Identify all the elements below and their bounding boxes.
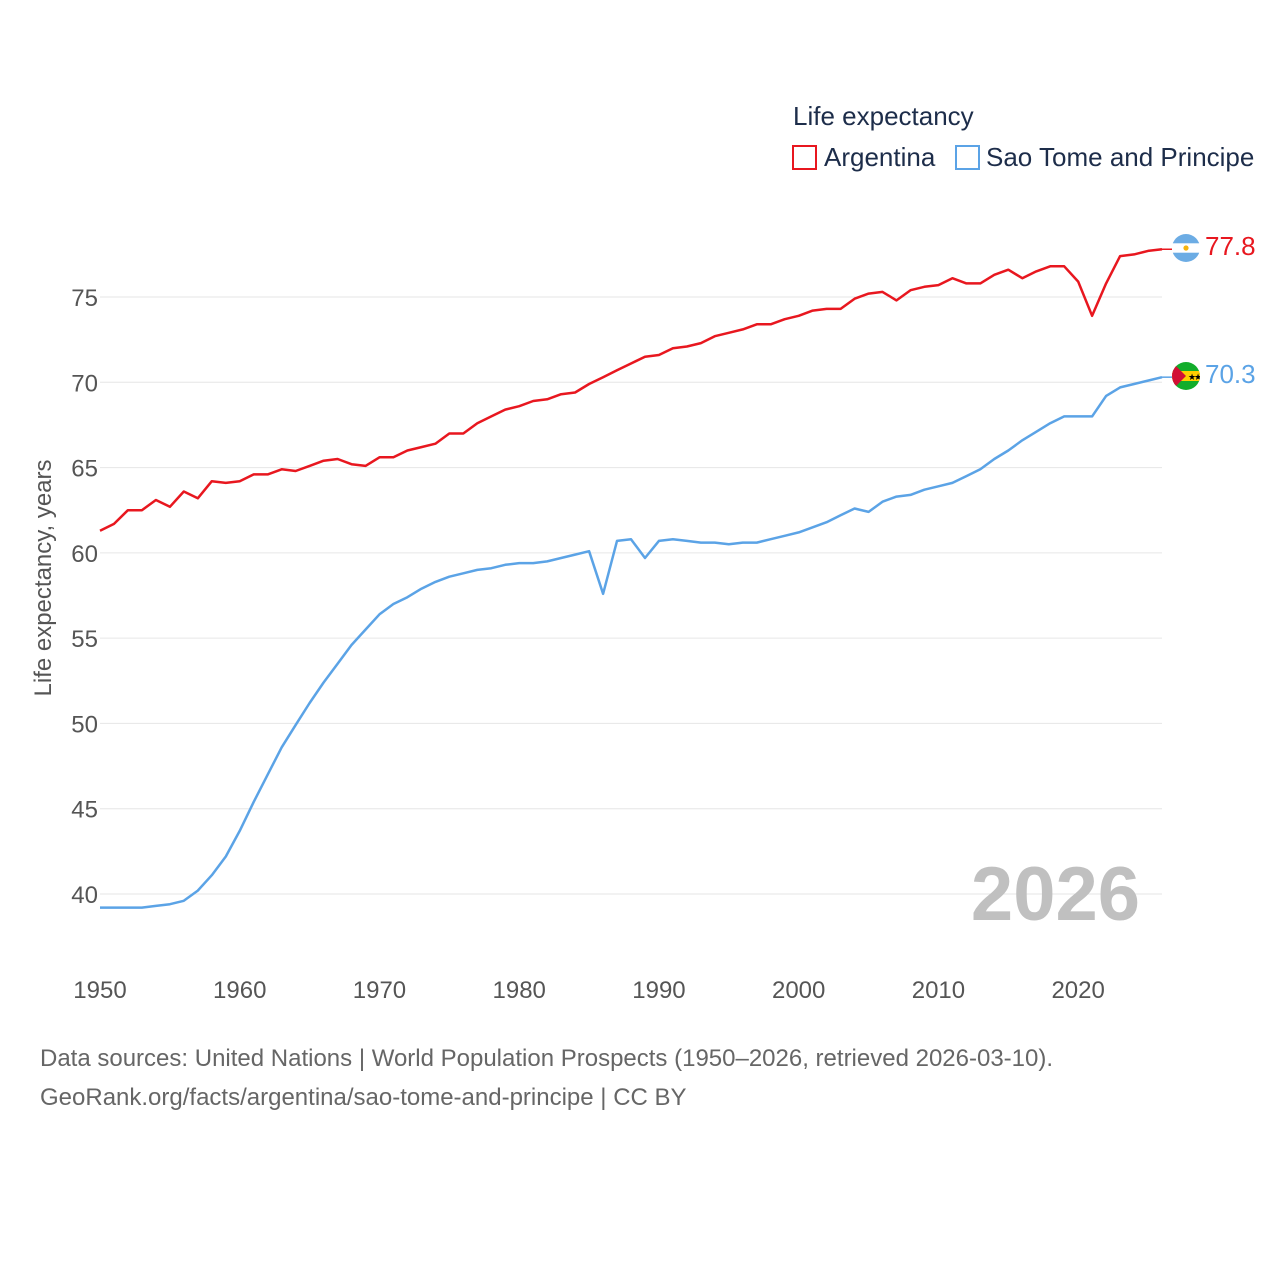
legend-label-sao-tome-and-principe: Sao Tome and Principe [986,142,1254,172]
x-axis-ticks: 1950 1960 1970 1980 1990 2000 2010 2020 [73,977,1105,1004]
x-tick-label: 1980 [493,977,546,1004]
end-value-argentina: 77.8 [1205,231,1256,261]
y-tick-label: 70 [71,370,98,397]
y-tick-label: 65 [71,456,98,483]
footer-credit-link[interactable]: GeoRank.org/facts/argentina/sao-tome-and… [40,1084,687,1111]
svg-text:★: ★ [1188,373,1196,383]
y-tick-label: 60 [71,541,98,568]
x-tick-label: 2010 [912,977,965,1004]
series-line-argentina[interactable] [99,247,1163,532]
y-tick-label: 50 [71,711,98,738]
x-tick-label: 1990 [632,977,685,1004]
x-tick-label: 1960 [213,977,266,1004]
legend-item-argentina[interactable]: Argentina [792,142,936,172]
current-year-label: 2026 [971,852,1140,937]
legend-swatch-argentina [792,145,817,170]
series-lines [99,247,1172,909]
x-tick-label: 2000 [772,977,825,1004]
legend-label-argentina: Argentina [824,142,936,172]
series-line-sao-tome-and-principe[interactable] [100,375,1163,909]
end-value-sao-tome-and-principe: 70.3 [1205,359,1256,389]
x-tick-label: 1950 [73,977,126,1004]
legend-title: Life expectancy [793,101,974,131]
x-tick-label: 2020 [1051,977,1104,1004]
legend-swatch-sao-tome-and-principe [955,145,980,170]
y-axis-label: Life expectancy, years [30,459,57,696]
svg-text:★: ★ [1194,373,1202,383]
sao-tome-and-principe-flag-icon: ★ ★ [1172,362,1202,390]
y-tick-label: 55 [71,626,98,653]
y-tick-label: 45 [71,797,98,824]
x-tick-label: 1970 [353,977,406,1004]
legend-item-sao-tome-and-principe[interactable]: Sao Tome and Principe [955,142,1254,172]
argentina-flag-icon [1172,234,1200,262]
y-tick-label: 40 [71,882,98,909]
y-axis-ticks: 40 45 50 55 60 65 70 75 [71,285,98,909]
footer-sources: Data sources: United Nations | World Pop… [40,1045,1054,1072]
y-tick-label: 75 [71,285,98,312]
grid-lines [100,296,1162,895]
